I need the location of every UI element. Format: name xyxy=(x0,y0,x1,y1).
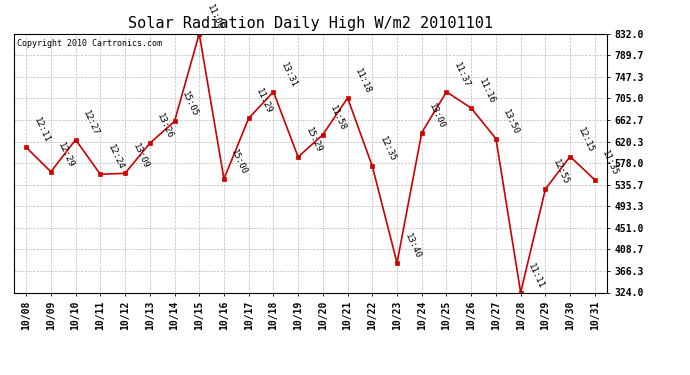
Text: 13:00: 13:00 xyxy=(427,102,447,130)
Text: 12:24: 12:24 xyxy=(106,143,126,171)
Text: 12:55: 12:55 xyxy=(551,158,571,186)
Text: 11:06: 11:06 xyxy=(205,3,224,31)
Text: 15:05: 15:05 xyxy=(180,90,199,118)
Text: Copyright 2010 Cartronics.com: Copyright 2010 Cartronics.com xyxy=(17,39,161,48)
Text: 11:29: 11:29 xyxy=(254,87,274,116)
Text: 11:11: 11:11 xyxy=(526,261,546,290)
Text: 12:27: 12:27 xyxy=(81,109,101,137)
Text: 12:29: 12:29 xyxy=(57,141,76,169)
Text: 11:37: 11:37 xyxy=(452,61,471,89)
Title: Solar Radiation Daily High W/m2 20101101: Solar Radiation Daily High W/m2 20101101 xyxy=(128,16,493,31)
Text: 13:50: 13:50 xyxy=(502,108,521,136)
Text: 13:09: 13:09 xyxy=(130,142,150,171)
Text: 13:40: 13:40 xyxy=(402,232,422,260)
Text: 13:26: 13:26 xyxy=(155,112,175,141)
Text: 13:31: 13:31 xyxy=(279,61,299,89)
Text: 15:00: 15:00 xyxy=(230,148,249,176)
Text: 11:16: 11:16 xyxy=(477,77,496,105)
Text: 12:11: 12:11 xyxy=(32,116,51,144)
Text: 15:29: 15:29 xyxy=(304,126,323,154)
Text: 11:18: 11:18 xyxy=(353,67,373,95)
Text: 12:35: 12:35 xyxy=(378,135,397,164)
Text: 11:35: 11:35 xyxy=(600,149,620,177)
Text: 11:58: 11:58 xyxy=(328,104,348,132)
Text: 12:15: 12:15 xyxy=(575,126,595,154)
